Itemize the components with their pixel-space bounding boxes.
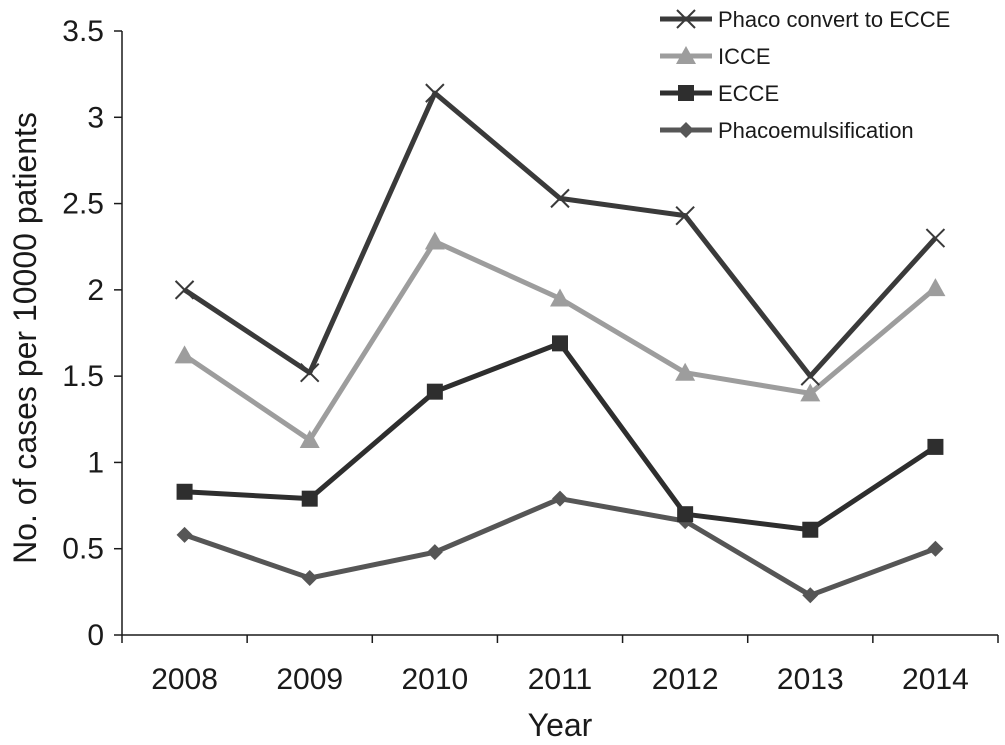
data-point-triangle — [675, 362, 696, 381]
y-tick-label: 1 — [87, 446, 104, 479]
data-point-x — [550, 188, 570, 209]
y-tick-label: 3 — [87, 101, 104, 134]
data-point-triangle — [800, 383, 821, 402]
y-tick-label: 2.5 — [62, 188, 104, 221]
data-point-x — [925, 228, 946, 248]
x-tick-label: 2012 — [652, 663, 719, 696]
data-point-square — [802, 521, 819, 538]
data-point-x — [675, 205, 695, 226]
x-tick-label: 2010 — [401, 663, 468, 696]
x-axis-title: Year — [528, 707, 593, 740]
data-point-triangle — [550, 288, 570, 307]
data-point-square — [426, 383, 443, 400]
x-tick-label: 2013 — [777, 663, 844, 696]
data-point-triangle — [299, 429, 320, 448]
data-point-diamond — [552, 490, 568, 507]
legend-swatch-marker — [678, 122, 694, 138]
legend-label: Phaco convert to ECCE — [718, 7, 950, 32]
data-point-diamond — [176, 526, 193, 543]
series-layer — [174, 83, 946, 604]
y-tick-label: 1.5 — [62, 360, 104, 393]
data-point-diamond — [802, 587, 819, 604]
data-point-triangle — [424, 231, 445, 250]
series-icce — [174, 231, 946, 448]
legend-entry: ICCE — [660, 44, 771, 69]
y-tick-label: 3.5 — [62, 15, 104, 48]
y-axis-title: No. of cases per 10000 patients — [7, 112, 43, 564]
y-tick-label: 0.5 — [62, 533, 104, 566]
data-point-x — [425, 83, 445, 103]
series-phaco-convert-to-ecce — [174, 83, 946, 386]
legend-label: Phacoemulsification — [718, 118, 914, 143]
data-point-triangle — [925, 278, 946, 297]
legend-entry: Phaco convert to ECCE — [660, 7, 950, 32]
data-point-diamond — [927, 540, 944, 557]
legend-swatch-marker — [678, 85, 694, 101]
x-tick-label: 2011 — [528, 663, 593, 696]
axes: 0 0.5 1 1.5 2 2.5 3 3.5 2008 2009 2010 2011 2012 2013… — [62, 15, 999, 696]
data-point-square — [176, 483, 193, 500]
legend-entry: ECCE — [660, 81, 779, 106]
series-ecce — [176, 335, 944, 538]
data-point-square — [301, 490, 318, 507]
x-tick-label: 2014 — [902, 663, 969, 696]
y-tick-label: 0 — [87, 619, 104, 652]
data-point-square — [552, 335, 568, 352]
x-tick-label: 2008 — [151, 663, 218, 696]
series-line — [183, 496, 937, 598]
legend-swatch-marker — [676, 46, 696, 64]
data-point-diamond — [301, 570, 318, 587]
data-point-x — [800, 366, 820, 386]
legend-label: ICCE — [718, 44, 771, 69]
data-point-x — [174, 280, 195, 300]
legend-swatch-marker — [676, 9, 696, 29]
data-point-x — [300, 362, 320, 383]
data-point-square — [927, 438, 944, 455]
y-tick-label: 2 — [87, 274, 104, 307]
data-point-square — [677, 506, 694, 523]
x-tick-label: 2009 — [276, 663, 343, 696]
legend-label: ECCE — [718, 81, 779, 106]
legend-entry: Phacoemulsification — [660, 118, 914, 143]
data-point-triangle — [174, 345, 195, 364]
series-phacoemulsification — [176, 490, 944, 604]
data-point-diamond — [426, 544, 443, 561]
legend: Phaco convert to ECCE ICCE ECCE Phacoemulsi… — [660, 7, 950, 143]
